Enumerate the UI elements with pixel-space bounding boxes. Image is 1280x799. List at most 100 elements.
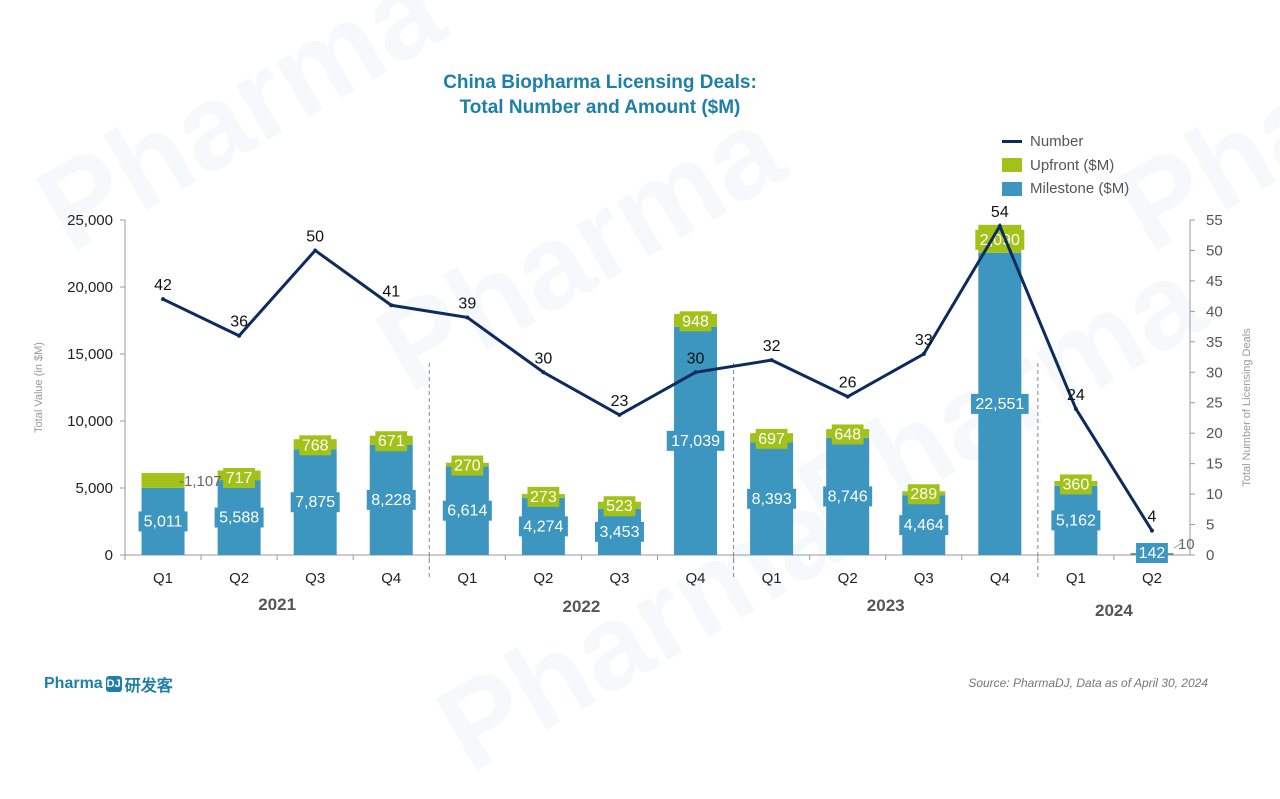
pharmadj-logo: Pharma DJ 研发客: [44, 672, 173, 696]
x-tick-label: Q4: [990, 570, 1010, 587]
legend-swatch-milestone: [1002, 181, 1022, 196]
source-note: Source: PharmaDJ, Data as of April 30, 2…: [968, 676, 1208, 690]
upfront-label-bg: [451, 455, 484, 476]
legend-line-number: [1002, 140, 1022, 144]
milestone-label-bg: [214, 507, 264, 528]
number-label: 36: [230, 314, 248, 331]
logo-text: Pharma: [44, 675, 103, 692]
number-label: 33: [915, 332, 933, 349]
number-label: 30: [687, 350, 705, 367]
y2-tick-label: 45: [1206, 273, 1223, 290]
upfront-label: 948: [682, 313, 709, 330]
upfront-leader: [1173, 542, 1183, 549]
chart-subtitle: Total Number and Amount ($M): [459, 97, 741, 118]
x-tick-label: Q4: [686, 570, 706, 587]
x-tick-label: Q2: [229, 570, 249, 587]
milestone-label-bg: [518, 516, 568, 537]
x-tick-label: Q3: [305, 570, 325, 587]
milestone-label: 5,588: [219, 510, 259, 527]
number-point: [541, 370, 546, 375]
x-tick-label: Q1: [1066, 570, 1086, 587]
number-label: 24: [1067, 387, 1085, 404]
upfront-label: 2,090: [980, 232, 1020, 249]
milestone-label-bg: [666, 430, 725, 451]
upfront-label: 768: [302, 437, 329, 454]
x-tick-label: Q1: [762, 570, 782, 587]
upfront-label: 10: [1178, 536, 1195, 553]
milestone-label-bg: [899, 515, 949, 536]
upfront-label: 273: [530, 489, 557, 506]
number-label: 50: [306, 228, 324, 245]
upfront-label-bg: [755, 428, 788, 449]
legend: Number Upfront ($M) Milestone ($M): [1002, 130, 1129, 201]
milestone-label-bg: [1136, 543, 1168, 563]
upfront-label: 360: [1063, 476, 1090, 493]
number-label: 30: [534, 350, 552, 367]
number-label: 32: [763, 338, 781, 355]
upfront-label-bg: [527, 486, 560, 507]
y2-tick-label: 15: [1206, 456, 1223, 473]
milestone-label: 5,011: [144, 513, 183, 530]
y2-tick-label: 25: [1206, 395, 1223, 412]
year-label: 2023: [867, 596, 905, 615]
bar-upfront: [141, 473, 185, 488]
milestone-label-bg: [1051, 510, 1101, 531]
chart-plot: 0 5,000 10,000 15,000 20,000 25,000 0 5 10 15 20 25…: [33, 204, 1253, 620]
milestone-label: 6,614: [447, 503, 487, 520]
upfront-label-bg: [831, 424, 864, 445]
number-point: [389, 303, 394, 308]
y-tick-label: 0: [105, 547, 113, 564]
number-label: 4: [1148, 509, 1157, 526]
year-label: 2024: [1095, 601, 1133, 620]
legend-item-number: Number: [1002, 130, 1129, 154]
number-point: [313, 248, 318, 253]
upfront-label: 671: [378, 433, 405, 450]
x-tick-label: Q2: [533, 570, 553, 587]
number-point: [921, 352, 926, 356]
upfront-label-bg: [299, 435, 332, 456]
number-point: [769, 358, 774, 363]
number-point: [161, 297, 166, 302]
year-label: 2021: [258, 595, 296, 614]
milestone-label: 17,039: [671, 433, 720, 450]
milestone-label: 8,228: [371, 492, 411, 509]
logo-cn: 研发客: [124, 678, 173, 695]
number-line: [162, 222, 1154, 532]
y-tick-label: 15,000: [67, 346, 113, 363]
milestone-label: 4,464: [904, 517, 944, 534]
upfront-label-bg: [679, 311, 712, 332]
number-label: 39: [458, 295, 476, 312]
legend-item-milestone: Milestone ($M): [1002, 177, 1129, 201]
upfront-label-bg: [603, 496, 636, 517]
number-point: [997, 224, 1002, 229]
number-point: [693, 370, 698, 375]
milestone-label-bg: [442, 500, 492, 521]
milestone-label-bg: [366, 489, 416, 510]
y2-tick-label: 20: [1206, 425, 1223, 442]
upfront-label-bg: [907, 484, 940, 505]
legend-label: Number: [1030, 133, 1084, 151]
y-axis-title: Total Value (in $M): [33, 342, 45, 433]
x-tick-label: Q3: [609, 570, 629, 587]
upfront-label: -1,107: [179, 473, 222, 490]
milestone-label: 22,551: [975, 396, 1024, 413]
number-label: 26: [839, 375, 857, 392]
upfront-label: 289: [910, 486, 937, 503]
milestone-label-bg: [138, 511, 188, 532]
x-tick-label: Q2: [838, 570, 858, 587]
number-point: [1073, 406, 1078, 411]
number-point: [465, 315, 470, 320]
year-label: 2022: [563, 597, 601, 616]
legend-swatch-upfront: [1002, 158, 1022, 173]
upfront-label-bg: [375, 431, 408, 452]
milestone-label: 8,746: [828, 488, 868, 505]
upfront-label-bg: [223, 468, 256, 488]
x-tick-label: Q1: [153, 570, 173, 587]
number-label: 54: [991, 204, 1009, 221]
y2-tick-label: 10: [1206, 486, 1223, 503]
number-point: [617, 412, 622, 417]
milestone-label: 142: [1139, 545, 1166, 562]
x-tick-label: Q4: [381, 570, 401, 587]
y2-tick-label: 30: [1206, 364, 1223, 381]
y-tick-label: 5,000: [75, 480, 113, 497]
